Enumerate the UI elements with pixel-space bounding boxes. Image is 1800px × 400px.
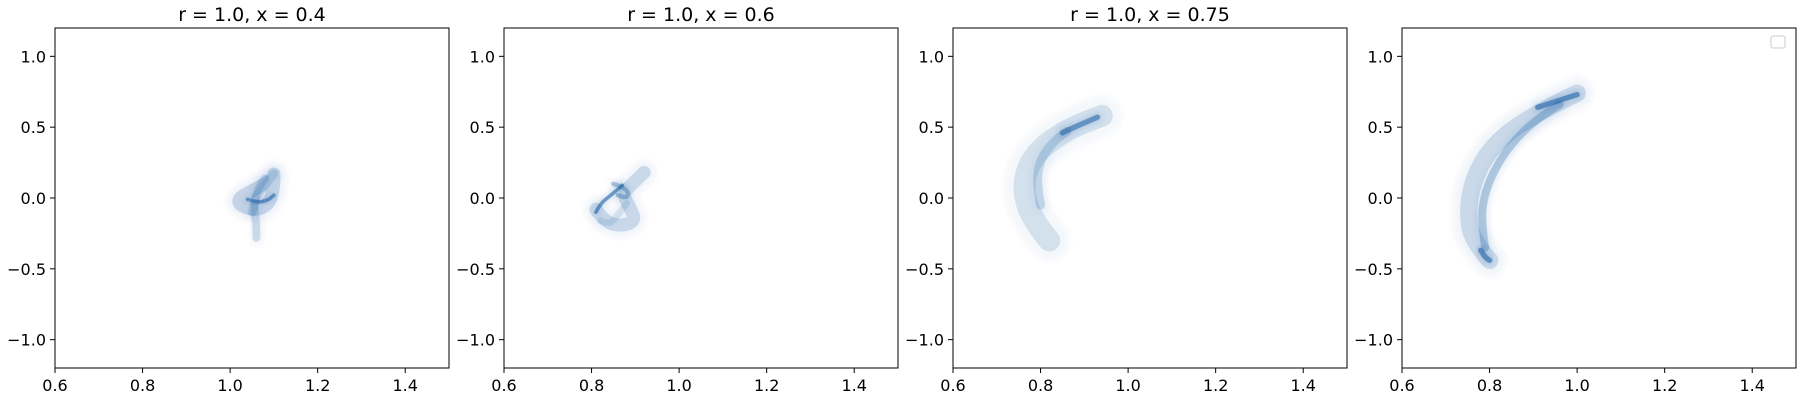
x-tick-label: 1.0: [217, 376, 242, 395]
y-tick-label: −0.5: [1354, 260, 1393, 279]
y-tick-label: 1.0: [1368, 47, 1393, 66]
density-band-2: [1029, 123, 1075, 213]
y-tick-label: −1.0: [1354, 331, 1393, 350]
density-band-4: [597, 200, 630, 226]
x-tick-label: 1.0: [1564, 376, 1589, 395]
density-band-3: [1476, 245, 1495, 266]
y-tick-label: 0.0: [21, 189, 46, 208]
y-tick-label: 0.5: [1368, 118, 1393, 137]
y-tick-label: 1.0: [470, 47, 495, 66]
y-tick-label: 0.5: [21, 118, 46, 137]
x-tick-label: 0.8: [1477, 376, 1502, 395]
x-tick-label: 0.6: [1389, 376, 1414, 395]
y-tick-label: 1.0: [21, 47, 46, 66]
x-tick-label: 0.6: [491, 376, 516, 395]
panel-1: 0.6 0.8 1.0 1.2 1.4 1.0 0.5 0.0 −0.5 −1.0 r = 1.0,…: [7, 4, 450, 395]
x-tick-label: 1.4: [1739, 376, 1764, 395]
y-tick-label: 0.5: [919, 118, 944, 137]
y-tick-label: 0.0: [470, 189, 495, 208]
density-layer: [1453, 77, 1593, 277]
y-tick-label: −0.5: [905, 260, 944, 279]
panels: 0.6 0.8 1.0 1.2 1.4 1.0 0.5 0.0 −0.5 −1.0 r = 1.0,…: [7, 4, 1797, 395]
x-tick-label: 1.4: [392, 376, 417, 395]
density-band-4: [244, 166, 282, 221]
x-tick-label: 1.2: [1652, 376, 1677, 395]
x-tick-label: 0.8: [130, 376, 155, 395]
x-tick-label: 0.6: [42, 376, 67, 395]
panel-2: 0.6 0.8 1.0 1.2 1.4 1.0 0.5 0.0 −0.5 −1.0 r = 1.0,…: [456, 4, 899, 395]
panel-title: r = 1.0, x = 0.75: [1070, 4, 1230, 26]
panel-4: 0.6 0.8 1.0 1.2 1.4 1.0 0.5 0.0 −0.5 −1.0: [1354, 27, 1797, 395]
density-band-3: [609, 179, 632, 202]
y-tick-label: −1.0: [905, 331, 944, 350]
x-tick-label: 1.2: [1203, 376, 1228, 395]
panel-title: r = 1.0, x = 0.4: [178, 4, 326, 26]
x-tick-label: 1.4: [841, 376, 866, 395]
y-tick-label: −0.5: [7, 260, 46, 279]
x-tick-label: 1.0: [1115, 376, 1140, 395]
y-tick-label: −0.5: [456, 260, 495, 279]
density-layer: [227, 162, 286, 245]
y-tick-label: −1.0: [456, 331, 495, 350]
density-band-2: [1475, 97, 1567, 255]
y-tick-label: 0.5: [470, 118, 495, 137]
density-band-3: [1057, 112, 1103, 138]
x-tick-label: 0.8: [1028, 376, 1053, 395]
x-tick-label: 1.4: [1290, 376, 1315, 395]
density-layer: [584, 160, 656, 237]
y-tick-label: 1.0: [919, 47, 944, 66]
y-tick-label: 0.0: [919, 189, 944, 208]
legend-box: [1770, 35, 1786, 49]
y-tick-label: 0.0: [1368, 189, 1393, 208]
axes-frame: [503, 27, 899, 369]
density-band-4: [1532, 89, 1582, 113]
density-layer: [1004, 96, 1122, 261]
y-tick-label: −1.0: [7, 331, 46, 350]
x-tick-label: 1.2: [305, 376, 330, 395]
x-tick-label: 0.8: [579, 376, 604, 395]
panel-3: 0.6 0.8 1.0 1.2 1.4 1.0 0.5 0.0 −0.5 −1.0 r = 1.0,…: [905, 4, 1348, 395]
x-tick-label: 1.0: [666, 376, 691, 395]
panel-title: r = 1.0, x = 0.6: [627, 4, 775, 26]
x-tick-label: 0.6: [940, 376, 965, 395]
x-tick-label: 1.2: [754, 376, 779, 395]
